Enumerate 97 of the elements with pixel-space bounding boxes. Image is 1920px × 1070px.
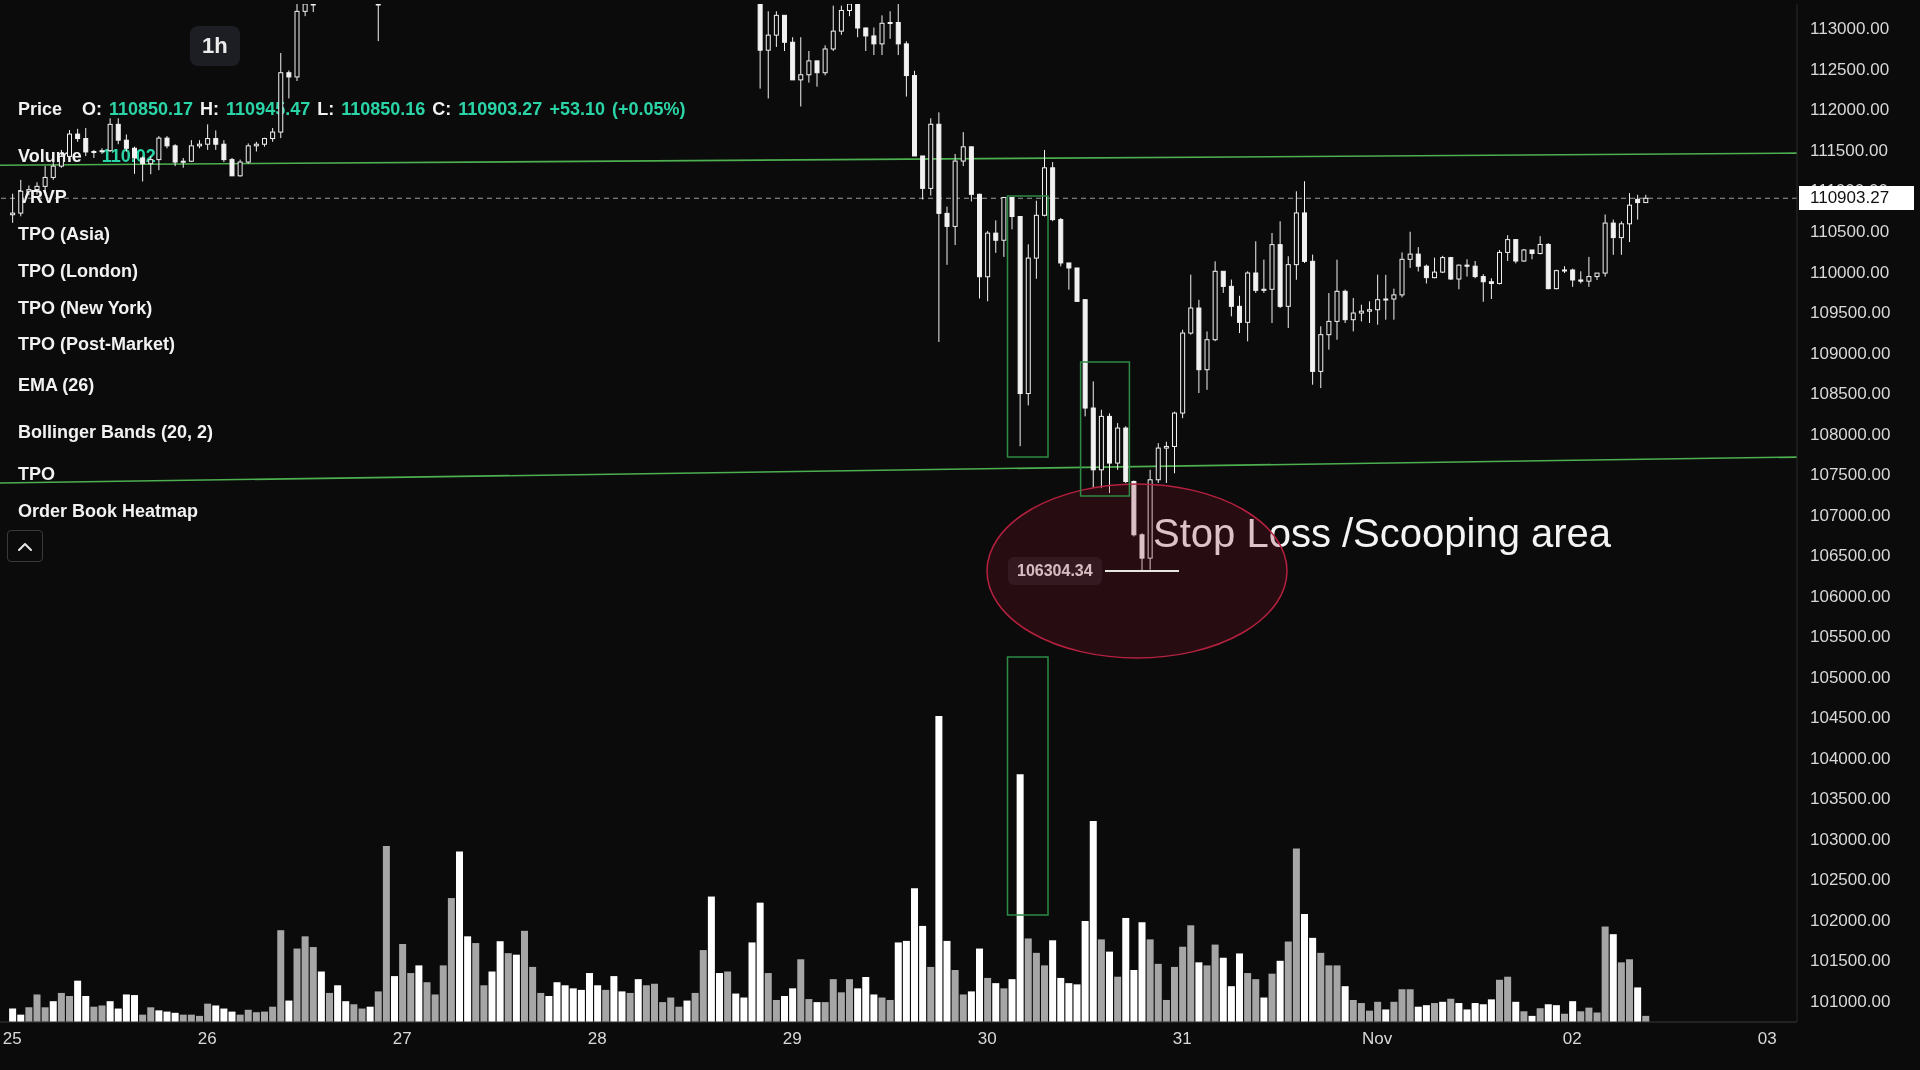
bar [1431, 1003, 1439, 1022]
y-tick-label: 104500.00 [1810, 708, 1891, 728]
y-tick-label: 101500.00 [1810, 951, 1891, 971]
y-tick-label: 102500.00 [1810, 870, 1891, 890]
bar [1439, 1001, 1447, 1022]
bar [610, 976, 618, 1022]
bar [1569, 1001, 1577, 1022]
y-tick-label: 111500.00 [1810, 140, 1888, 160]
bar [1609, 934, 1617, 1022]
y-tick-label: 108500.00 [1810, 384, 1891, 404]
bar [1000, 988, 1008, 1022]
y-tick-label: 103500.00 [1810, 789, 1891, 809]
bar [618, 991, 626, 1022]
bar [1382, 1009, 1390, 1022]
bar [634, 979, 642, 1022]
annotation: TPO (New York) [18, 298, 153, 319]
bar [1333, 965, 1341, 1022]
bar [1520, 1011, 1528, 1022]
bar [98, 1005, 106, 1022]
y-tick-label: 110500.00 [1810, 221, 1890, 241]
bar [366, 1006, 374, 1022]
bar [935, 716, 943, 1022]
bar [1097, 939, 1105, 1022]
y-tick-label: 103000.00 [1810, 829, 1891, 849]
bar [1268, 973, 1276, 1022]
y-tick-label: 106000.00 [1810, 586, 1891, 606]
annotation: TPO (Asia) [18, 224, 111, 245]
bar [1536, 1008, 1544, 1022]
bar [317, 971, 325, 1022]
y-tick-label: 107500.00 [1810, 465, 1891, 485]
bar [504, 953, 512, 1022]
bar [927, 966, 935, 1022]
annotation: Bollinger Bands (20, 2) [18, 422, 214, 443]
y-tick-label: 112500.00 [1810, 59, 1890, 79]
bar [1276, 960, 1284, 1022]
x-tick-label: 26 [197, 1029, 217, 1049]
y-tick-label: 105500.00 [1810, 627, 1891, 647]
bar [1341, 986, 1349, 1022]
annotation: Order Book Heatmap [18, 501, 199, 522]
bar [683, 1000, 691, 1022]
bar [813, 1002, 821, 1022]
y-tick-label: 109000.00 [1810, 343, 1891, 363]
bar [1634, 987, 1642, 1022]
bar [25, 1007, 33, 1022]
y-tick-label: 102000.00 [1810, 910, 1891, 930]
annotation: TPO (London) [18, 261, 138, 282]
bar [1447, 998, 1455, 1022]
ref-line-label: 110903.27 [1810, 188, 1890, 208]
bar [984, 977, 992, 1022]
y-tick-label: 112000.00 [1810, 100, 1890, 120]
y-tick-label: 113000.00 [1810, 19, 1890, 39]
x-tick-label: 03 [1757, 1029, 1777, 1049]
x-tick-label: Nov [1362, 1029, 1393, 1049]
bar [626, 992, 634, 1022]
text: 1h [202, 33, 228, 58]
bar [1106, 951, 1114, 1022]
annotation: EMA (26) [18, 375, 95, 396]
bar [545, 995, 553, 1022]
bar [1138, 922, 1146, 1022]
annotation: TPO [18, 464, 56, 485]
y-tick-label: 109500.00 [1810, 303, 1891, 323]
bar [391, 976, 398, 1022]
y-tick-label: 107000.00 [1810, 505, 1891, 525]
bar [943, 940, 951, 1022]
bar [1114, 976, 1122, 1022]
annotation: TPO (Post-Market) [18, 334, 176, 355]
annotation: 106304.34 [1017, 562, 1093, 579]
bar [724, 971, 732, 1022]
bar [992, 983, 1000, 1022]
x-tick-label: 27 [392, 1029, 412, 1049]
bar [602, 989, 610, 1022]
x-tick-label: 28 [587, 1029, 607, 1049]
bar [1512, 1001, 1520, 1022]
x-tick-label: 02 [1562, 1029, 1582, 1049]
bar [1260, 997, 1268, 1022]
bar [285, 1000, 293, 1022]
x-tick-label: 25 [2, 1029, 22, 1049]
annotation: Price [18, 99, 63, 120]
bar [1390, 1001, 1398, 1022]
bar [1195, 962, 1203, 1022]
x-tick-label: 30 [977, 1029, 997, 1049]
bar [1455, 1003, 1463, 1022]
y-tick-label: 106500.00 [1810, 546, 1891, 566]
y-tick-label: 104000.00 [1810, 748, 1891, 768]
y-tick-label: 101000.00 [1810, 991, 1891, 1011]
bar [512, 954, 520, 1022]
bar [155, 1010, 163, 1022]
bar [415, 965, 423, 1022]
y-tick-label: 105000.00 [1810, 667, 1891, 687]
bar [326, 992, 333, 1022]
bar [49, 1001, 57, 1022]
bar [90, 1006, 98, 1022]
y-tick-label: 108000.00 [1810, 424, 1891, 444]
x-tick-label: 31 [1172, 1029, 1192, 1049]
bar [350, 1004, 358, 1022]
y-tick-label: 110000.00 [1810, 262, 1890, 282]
x-tick-label: 29 [782, 1029, 802, 1049]
